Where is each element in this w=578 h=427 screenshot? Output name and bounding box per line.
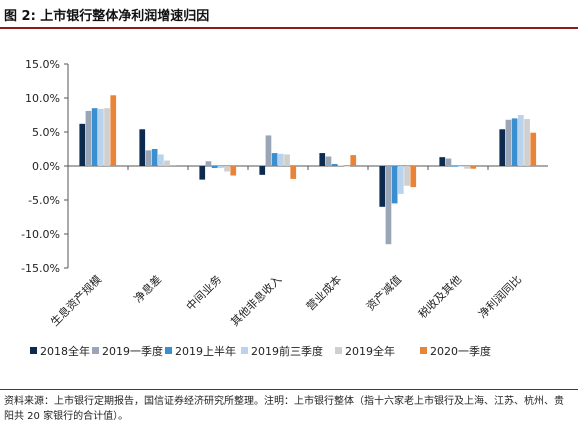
- bar: [271, 153, 278, 166]
- bar: [451, 166, 458, 167]
- y-tick-label: 10.0%: [25, 92, 60, 105]
- bar: [265, 135, 272, 166]
- bar: [511, 118, 518, 166]
- x-tick-label: 净利润同比: [475, 272, 524, 321]
- bar: [79, 123, 86, 166]
- x-tick-label: 中间业务: [184, 273, 224, 313]
- bar: [385, 166, 392, 245]
- bar: [404, 166, 410, 186]
- legend-swatch: [92, 347, 99, 354]
- legend: 2018全年 2019一季度 2019上半年 2019前三季度 2019全年 2020一季…: [30, 344, 491, 358]
- legend-label: 2019一季度: [102, 344, 163, 358]
- bar: [398, 166, 404, 194]
- source-note: 资料来源：上市银行定期报告，国信证券经济研究所整理。注明：上市银行整体（指十六家…: [4, 396, 564, 422]
- legend-swatch: [335, 347, 342, 354]
- bar-chart: -15.0% -10.0% -5.0% 0.0% 5.0% 10.0% 15.0% 生息资产规…: [21, 58, 548, 358]
- legend-label: 2020一季度: [430, 344, 491, 358]
- bar: [439, 157, 446, 166]
- bar: [224, 166, 230, 172]
- bar: [290, 166, 297, 179]
- legend-swatch: [30, 347, 37, 354]
- bar: [331, 163, 338, 166]
- bar: [199, 166, 206, 180]
- bar: [259, 166, 266, 175]
- y-tick-label: -10.0%: [21, 228, 60, 241]
- bar: [530, 132, 537, 166]
- bar: [464, 166, 470, 169]
- bar: [518, 115, 524, 166]
- bar: [230, 166, 237, 176]
- bar: [278, 153, 284, 166]
- bar: [410, 166, 417, 188]
- x-tick-label: 其他非息收入: [228, 272, 285, 329]
- y-tick-label: 0.0%: [32, 160, 60, 173]
- bar: [145, 150, 152, 166]
- bar: [524, 119, 530, 166]
- bar: [98, 108, 104, 166]
- y-tick-label: 15.0%: [25, 58, 60, 71]
- y-tick-label: -15.0%: [21, 262, 60, 275]
- bar: [391, 166, 398, 204]
- legend-swatch: [241, 347, 248, 354]
- bar: [499, 129, 506, 166]
- bar: [325, 156, 332, 166]
- bar: [158, 154, 164, 166]
- figure-title: 图 2: 上市银行整体净利润增速归因: [4, 9, 210, 24]
- x-tick-label: 资产减值: [363, 272, 404, 313]
- bar: [104, 108, 110, 166]
- x-tick-label: 营业成本: [303, 272, 344, 313]
- bar: [139, 129, 146, 166]
- bar: [350, 155, 357, 166]
- bar: [344, 166, 350, 167]
- y-tick-label: 5.0%: [32, 126, 60, 139]
- bar: [284, 154, 290, 166]
- bar: [91, 108, 98, 166]
- legend-swatch: [165, 347, 172, 354]
- bar: [379, 166, 386, 207]
- bar: [110, 95, 117, 166]
- bar: [445, 158, 452, 166]
- bar: [170, 165, 177, 166]
- bar: [151, 149, 158, 166]
- x-tick-label: 税收及其他: [415, 272, 464, 321]
- bar: [211, 166, 218, 169]
- legend-label: 2018全年: [40, 344, 90, 358]
- figure-header: 图 2: 上市银行整体净利润增速归因: [0, 0, 578, 26]
- bar: [164, 160, 170, 166]
- bar: [205, 161, 212, 166]
- bar: [505, 119, 512, 166]
- bar: [319, 153, 326, 166]
- bar: [470, 166, 477, 169]
- bar: [218, 166, 224, 169]
- plot-area: -15.0% -10.0% -5.0% 0.0% 5.0% 10.0% 15.0% 生息资产规…: [21, 58, 548, 329]
- legend-label: 2019前三季度: [251, 344, 323, 358]
- legend-label: 2019上半年: [175, 344, 236, 358]
- source-divider: [0, 389, 578, 390]
- legend-label: 2019全年: [345, 344, 395, 358]
- bar: [458, 166, 464, 167]
- bar: [85, 110, 92, 166]
- bar: [338, 165, 344, 166]
- legend-swatch: [420, 347, 427, 354]
- title-divider: [0, 27, 578, 29]
- x-tick-label: 净息差: [131, 272, 164, 305]
- y-tick-label: -5.0%: [28, 194, 60, 207]
- x-tick-label: 生息资产规模: [48, 272, 105, 329]
